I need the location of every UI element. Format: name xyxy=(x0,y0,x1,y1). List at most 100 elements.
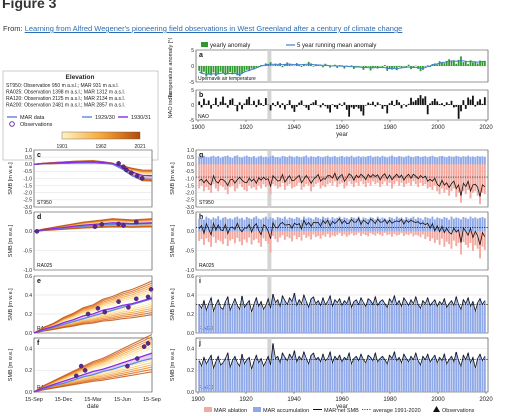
ablation-bar xyxy=(198,164,201,189)
ablation-bar xyxy=(350,164,353,185)
y-tick-label-c: 0.5 xyxy=(25,155,32,161)
accumulation-bar xyxy=(217,155,220,165)
nao-bar xyxy=(250,104,253,105)
accumulation-bar xyxy=(307,363,310,392)
accumulation-bar xyxy=(460,157,462,165)
accumulation-bar xyxy=(210,355,213,392)
nao-bar xyxy=(369,103,372,105)
accumulation-bar xyxy=(322,216,324,232)
ablation-bar xyxy=(226,164,229,195)
ablation-bar xyxy=(395,164,398,182)
accumulation-bar xyxy=(252,217,255,232)
ablation-bar xyxy=(319,231,322,239)
ablation-bar xyxy=(298,231,301,238)
ablation-bar xyxy=(469,164,472,199)
ablation-bar xyxy=(343,231,346,235)
article-link[interactable]: Learning from Alfred Wegener's pioneerin… xyxy=(24,24,403,33)
legend-observation-marker xyxy=(9,121,15,127)
x-tick-label-j: 1920 xyxy=(239,397,253,403)
temperature-anomaly-bar xyxy=(241,66,243,74)
accumulation-bar xyxy=(455,352,458,392)
observation-point xyxy=(95,305,101,311)
accumulation-bar xyxy=(219,219,222,232)
accumulation-bar xyxy=(302,156,305,165)
accumulation-bar xyxy=(362,359,365,392)
inner-label-b: NAO xyxy=(198,114,209,120)
accumulation-bar xyxy=(300,157,303,165)
ablation-bar xyxy=(412,164,415,182)
accumulation-bar xyxy=(483,356,486,392)
nao-bar xyxy=(324,105,327,107)
ablation-bar xyxy=(250,164,253,189)
x-tick-label-j: 2020 xyxy=(479,397,493,403)
x-tick-label-f: 15-Dec xyxy=(55,397,73,403)
nao-bar xyxy=(262,105,265,106)
ablation-bar xyxy=(388,164,391,183)
ablation-bar xyxy=(288,231,291,239)
accumulation-bar xyxy=(369,357,372,392)
ablation-bar xyxy=(317,164,320,183)
temperature-anomaly-bar xyxy=(350,65,353,66)
station-label-g: ST950 xyxy=(199,200,214,206)
panel-letter-h: h xyxy=(199,214,203,221)
accumulation-bar xyxy=(431,155,434,165)
accumulation-bar xyxy=(360,157,362,165)
accumulation-bar xyxy=(291,301,293,333)
accumulation-bar xyxy=(305,155,308,165)
nao-bar xyxy=(336,105,339,109)
ablation-bar xyxy=(345,164,348,186)
y-tick-label-i: 0.2 xyxy=(187,312,194,318)
observation-point xyxy=(116,221,121,227)
accumulation-bar xyxy=(217,299,220,333)
accumulation-bar xyxy=(348,219,351,232)
observation-point xyxy=(121,223,126,228)
accumulation-bar xyxy=(469,362,472,392)
ablation-bar xyxy=(269,231,272,253)
temperature-anomaly-bar xyxy=(474,61,477,66)
ablation-bar xyxy=(250,231,253,245)
ablation-bar xyxy=(200,164,203,186)
elevation-line-ra200: RA200: Observation 2481 m a.s.l.; MAR 28… xyxy=(6,103,125,109)
accumulation-bar xyxy=(412,359,415,392)
accumulation-bar xyxy=(300,303,303,333)
accumulation-bar xyxy=(398,156,401,165)
accumulation-bar xyxy=(326,217,329,232)
ablation-bar xyxy=(429,164,432,188)
observation-point xyxy=(116,299,121,304)
temperature-anomaly-bar xyxy=(310,63,312,66)
temperature-anomaly-bar xyxy=(367,66,370,67)
accumulation-bar xyxy=(479,298,482,333)
ablation-bar xyxy=(481,164,484,193)
accumulation-bar xyxy=(286,304,289,333)
nao-bar xyxy=(338,103,341,105)
accumulation-bar xyxy=(407,361,410,392)
panel-letter-f: f xyxy=(37,340,40,347)
accumulation-bar xyxy=(272,343,274,392)
accumulation-bar xyxy=(260,219,263,232)
accumulation-bar xyxy=(219,307,222,333)
accumulation-bar xyxy=(248,357,251,392)
accumulation-bar xyxy=(269,365,272,392)
temperature-anomaly-bar xyxy=(436,64,439,66)
accumulation-bar xyxy=(224,358,227,392)
accumulation-bar xyxy=(281,218,284,232)
y-tick-label-a: 5 xyxy=(191,48,194,54)
temperature-anomaly-bar xyxy=(445,60,448,66)
ablation-bar xyxy=(214,231,217,243)
accumulation-bar xyxy=(426,354,429,392)
accumulation-bar xyxy=(257,306,260,333)
temperature-anomaly-bar xyxy=(400,66,403,69)
y-tick-label-j: 0.2 xyxy=(187,368,194,374)
accumulation-bar xyxy=(207,218,210,232)
x-tick-label-b: 2020 xyxy=(479,125,493,131)
y-axis-label-a: Temperature anomaly [°C] xyxy=(168,38,174,98)
temperature-anomaly-bar xyxy=(381,66,384,68)
accumulation-bar xyxy=(438,156,441,165)
accumulation-bar xyxy=(241,354,243,392)
accumulation-bar xyxy=(243,219,246,232)
accumulation-bar xyxy=(455,296,458,333)
accumulation-bar xyxy=(379,218,382,232)
ablation-bar xyxy=(264,164,267,188)
accumulation-bar xyxy=(391,217,393,232)
ablation-bar xyxy=(433,231,436,243)
